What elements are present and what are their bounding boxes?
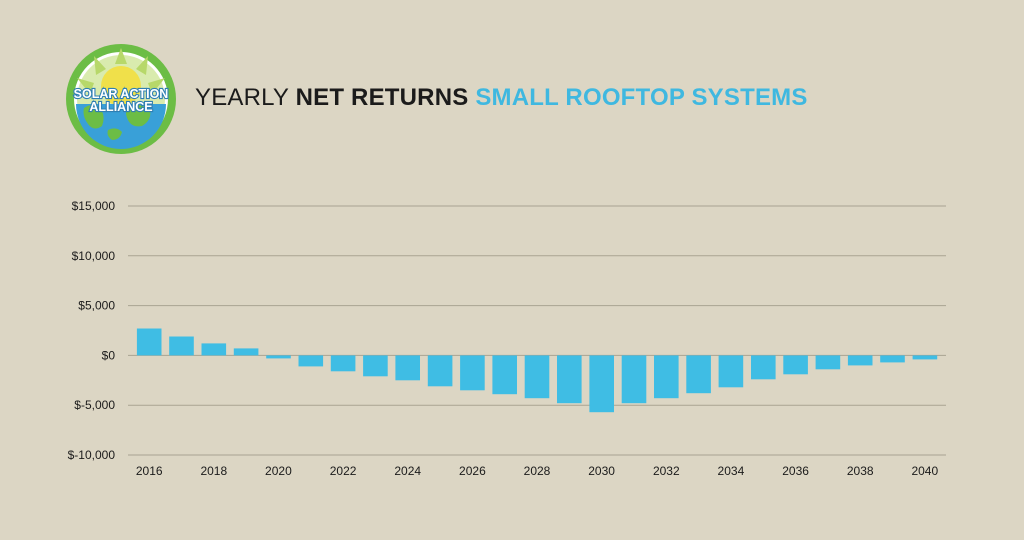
bar-2034 (718, 355, 744, 388)
bar-2039 (880, 355, 905, 363)
bar-2016 (136, 328, 162, 356)
x-tick-label: 2028 (524, 464, 551, 478)
bar-2032 (654, 355, 679, 399)
y-tick-label: $5,000 (78, 299, 115, 313)
bar-2040 (912, 355, 938, 360)
x-tick-label: 2040 (911, 464, 938, 478)
x-tick-label: 2018 (200, 464, 227, 478)
page-title: YEARLY NET RETURNS SMALL ROOFTOP SYSTEMS (195, 84, 808, 112)
chart-bars (136, 328, 938, 413)
title-part-net-returns: NET RETURNS (295, 84, 469, 111)
bar-2031 (621, 355, 647, 404)
bar-2038 (847, 355, 873, 366)
logo-text-line2: ALLIANCE (89, 100, 152, 114)
bar-2035 (751, 355, 776, 380)
bar-2019 (233, 348, 259, 356)
x-tick-label: 2038 (847, 464, 874, 478)
y-tick-label: $-10,000 (68, 448, 116, 462)
y-tick-label: $10,000 (72, 249, 116, 263)
x-tick-label: 2032 (653, 464, 680, 478)
bar-2017 (169, 336, 194, 356)
bar-2023 (363, 355, 388, 377)
bar-2025 (427, 355, 453, 387)
solar-action-alliance-logo: SOLAR ACTION ALLIANCE (66, 44, 176, 154)
bar-2027 (492, 355, 517, 395)
bar-2018 (201, 343, 227, 356)
x-tick-label: 2024 (394, 464, 421, 478)
bar-2026 (460, 355, 485, 391)
y-tick-label: $-5,000 (74, 398, 115, 412)
y-tick-label: $15,000 (72, 199, 116, 213)
bar-2037 (815, 355, 841, 370)
bar-2020 (266, 355, 291, 359)
x-tick-label: 2022 (330, 464, 357, 478)
x-tick-label: 2030 (588, 464, 615, 478)
bar-2028 (524, 355, 550, 399)
x-tick-label: 2016 (136, 464, 163, 478)
bar-2030 (589, 355, 614, 413)
chart-gridlines (128, 205, 946, 456)
bar-2036 (783, 355, 808, 375)
title-part-yearly: YEARLY (195, 84, 289, 111)
title-part-small-rooftop: SMALL ROOFTOP SYSTEMS (475, 84, 808, 111)
bar-2029 (557, 355, 582, 404)
logo-text-line1: SOLAR ACTION (74, 87, 169, 101)
y-tick-label: $0 (102, 348, 116, 362)
bar-2033 (686, 355, 711, 394)
bar-2022 (330, 355, 356, 372)
y-axis-labels: $15,000 $10,000 $5,000 $0 $-5,000 $-10,000 (68, 199, 116, 462)
x-tick-label: 2034 (718, 464, 745, 478)
x-tick-label: 2026 (459, 464, 486, 478)
bar-2021 (298, 355, 324, 367)
x-axis-labels: 2016 2018 2020 2022 2024 2026 2028 2030 2032 2034… (136, 464, 939, 478)
bar-2024 (395, 355, 420, 381)
x-tick-label: 2020 (265, 464, 292, 478)
x-tick-label: 2036 (782, 464, 809, 478)
